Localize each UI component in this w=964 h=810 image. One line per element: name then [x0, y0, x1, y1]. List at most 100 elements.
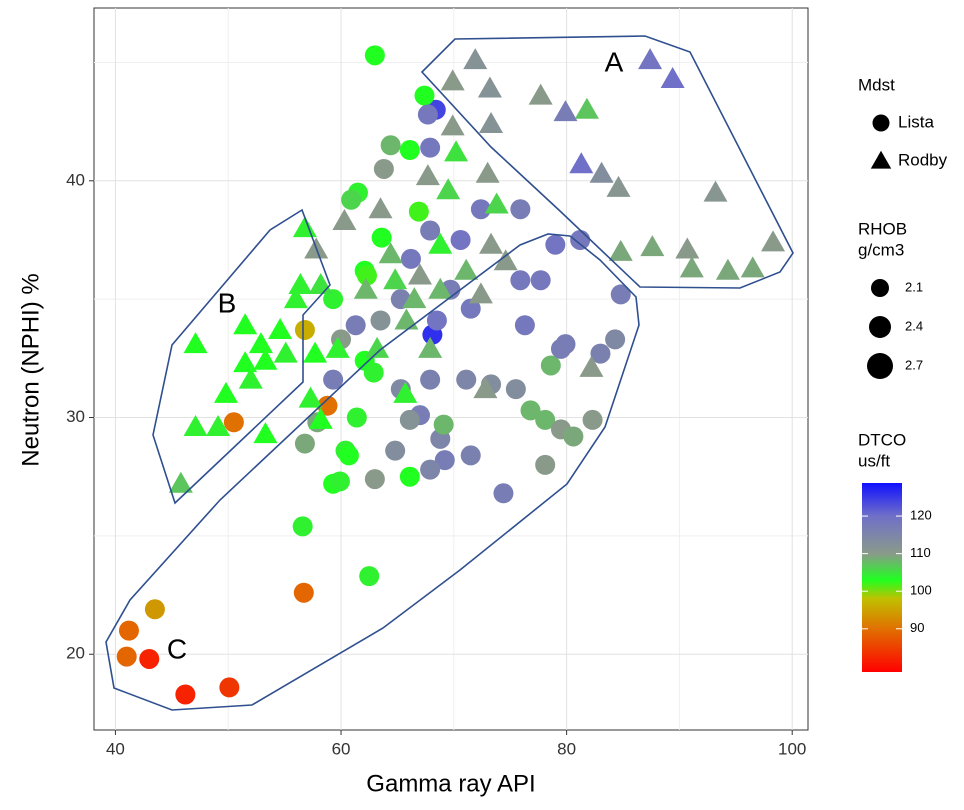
- point: [530, 270, 551, 291]
- legend-title: Mdst: [858, 75, 895, 94]
- y-tick-label: 40: [66, 170, 85, 189]
- point: [540, 355, 561, 376]
- point: [420, 137, 441, 158]
- point: [341, 189, 362, 210]
- point: [308, 407, 333, 429]
- y-tick-label: 30: [66, 407, 85, 426]
- point: [514, 315, 535, 336]
- point: [420, 220, 441, 241]
- legend-title: us/ft: [858, 451, 890, 470]
- point: [436, 178, 461, 200]
- point: [233, 351, 258, 373]
- point: [470, 199, 491, 220]
- point: [223, 412, 244, 433]
- colorbar-label: 90: [910, 620, 924, 635]
- point: [385, 440, 406, 461]
- point: [332, 209, 357, 231]
- point: [283, 287, 308, 309]
- point: [484, 192, 509, 214]
- point: [460, 445, 481, 466]
- point: [420, 369, 441, 390]
- point: [570, 229, 591, 250]
- legend-title: g/cm3: [858, 240, 904, 259]
- point: [359, 566, 380, 587]
- point: [378, 242, 403, 264]
- point: [715, 258, 740, 280]
- point: [116, 646, 137, 667]
- point: [468, 282, 493, 304]
- point: [610, 284, 631, 305]
- point: [364, 469, 385, 490]
- x-tick-label: 100: [778, 739, 806, 758]
- point: [535, 409, 556, 430]
- colorbar: [862, 483, 902, 672]
- point: [579, 355, 604, 377]
- point: [233, 313, 258, 335]
- point: [545, 234, 566, 255]
- point: [675, 237, 700, 259]
- point: [520, 400, 541, 421]
- point: [660, 67, 685, 89]
- point: [473, 377, 498, 399]
- size-legend-symbol: [871, 279, 889, 297]
- point: [400, 248, 421, 269]
- point: [528, 83, 553, 105]
- point: [460, 298, 481, 319]
- point: [510, 199, 531, 220]
- annotation: B: [218, 287, 237, 318]
- point: [640, 235, 665, 257]
- x-axis-title: Gamma ray API: [366, 770, 535, 797]
- point: [298, 386, 323, 408]
- point: [329, 471, 350, 492]
- legend-label: Rodby: [898, 150, 948, 169]
- point: [456, 369, 477, 390]
- region-a: [420, 35, 794, 289]
- size-legend-label: 2.7: [905, 357, 923, 372]
- point: [293, 582, 314, 603]
- point: [493, 483, 514, 504]
- point: [434, 450, 455, 471]
- point: [408, 201, 429, 222]
- point: [356, 265, 377, 286]
- point: [555, 334, 576, 355]
- point: [417, 104, 438, 125]
- size-legend-symbol: [867, 353, 893, 379]
- annotation: C: [167, 633, 187, 664]
- x-tick-label: 80: [557, 739, 576, 758]
- point: [590, 343, 611, 364]
- legend-label: Lista: [898, 112, 934, 131]
- point: [393, 381, 418, 403]
- point: [563, 426, 584, 447]
- point: [368, 197, 393, 219]
- point: [268, 317, 293, 339]
- point: [253, 422, 278, 444]
- point: [605, 329, 626, 350]
- point: [338, 445, 359, 466]
- point: [433, 414, 454, 435]
- point: [238, 367, 263, 389]
- point: [168, 471, 193, 493]
- point: [426, 310, 447, 331]
- colorbar-label: 120: [910, 508, 932, 523]
- point: [370, 310, 391, 331]
- point: [454, 258, 479, 280]
- point: [213, 381, 238, 403]
- point: [353, 277, 378, 299]
- point: [402, 287, 427, 309]
- point: [323, 369, 344, 390]
- point: [139, 648, 160, 669]
- point: [414, 85, 435, 106]
- point: [505, 379, 526, 400]
- point: [407, 263, 432, 285]
- point: [380, 135, 401, 156]
- point: [475, 161, 500, 183]
- point: [219, 677, 240, 698]
- point: [399, 409, 420, 430]
- region-c: [105, 233, 640, 711]
- point: [415, 164, 440, 186]
- point: [479, 232, 504, 254]
- point: [394, 308, 419, 330]
- point: [399, 140, 420, 161]
- point: [363, 362, 384, 383]
- legend-title: RHOB: [858, 219, 907, 238]
